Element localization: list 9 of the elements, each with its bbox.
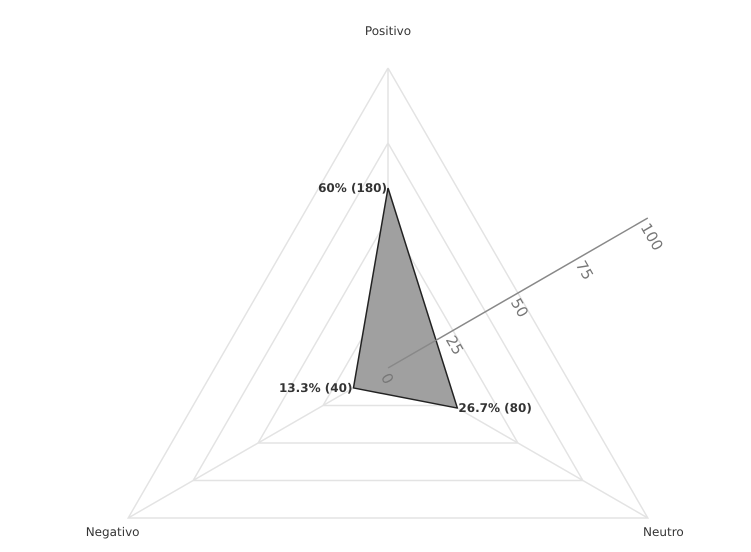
y-tick-label: 25 [442, 332, 468, 358]
data-label: 26.7% (80) [458, 401, 532, 416]
data-label: 13.3% (40) [278, 380, 352, 395]
spoke-label: Neutro [643, 525, 684, 539]
y-tick-label: 75 [572, 257, 597, 283]
spoke-label: Positivo [364, 24, 412, 38]
spoke-label: Negativo [86, 525, 140, 539]
data-label: 60% (180) [318, 181, 387, 195]
y-tick-label: 50 [506, 294, 532, 320]
